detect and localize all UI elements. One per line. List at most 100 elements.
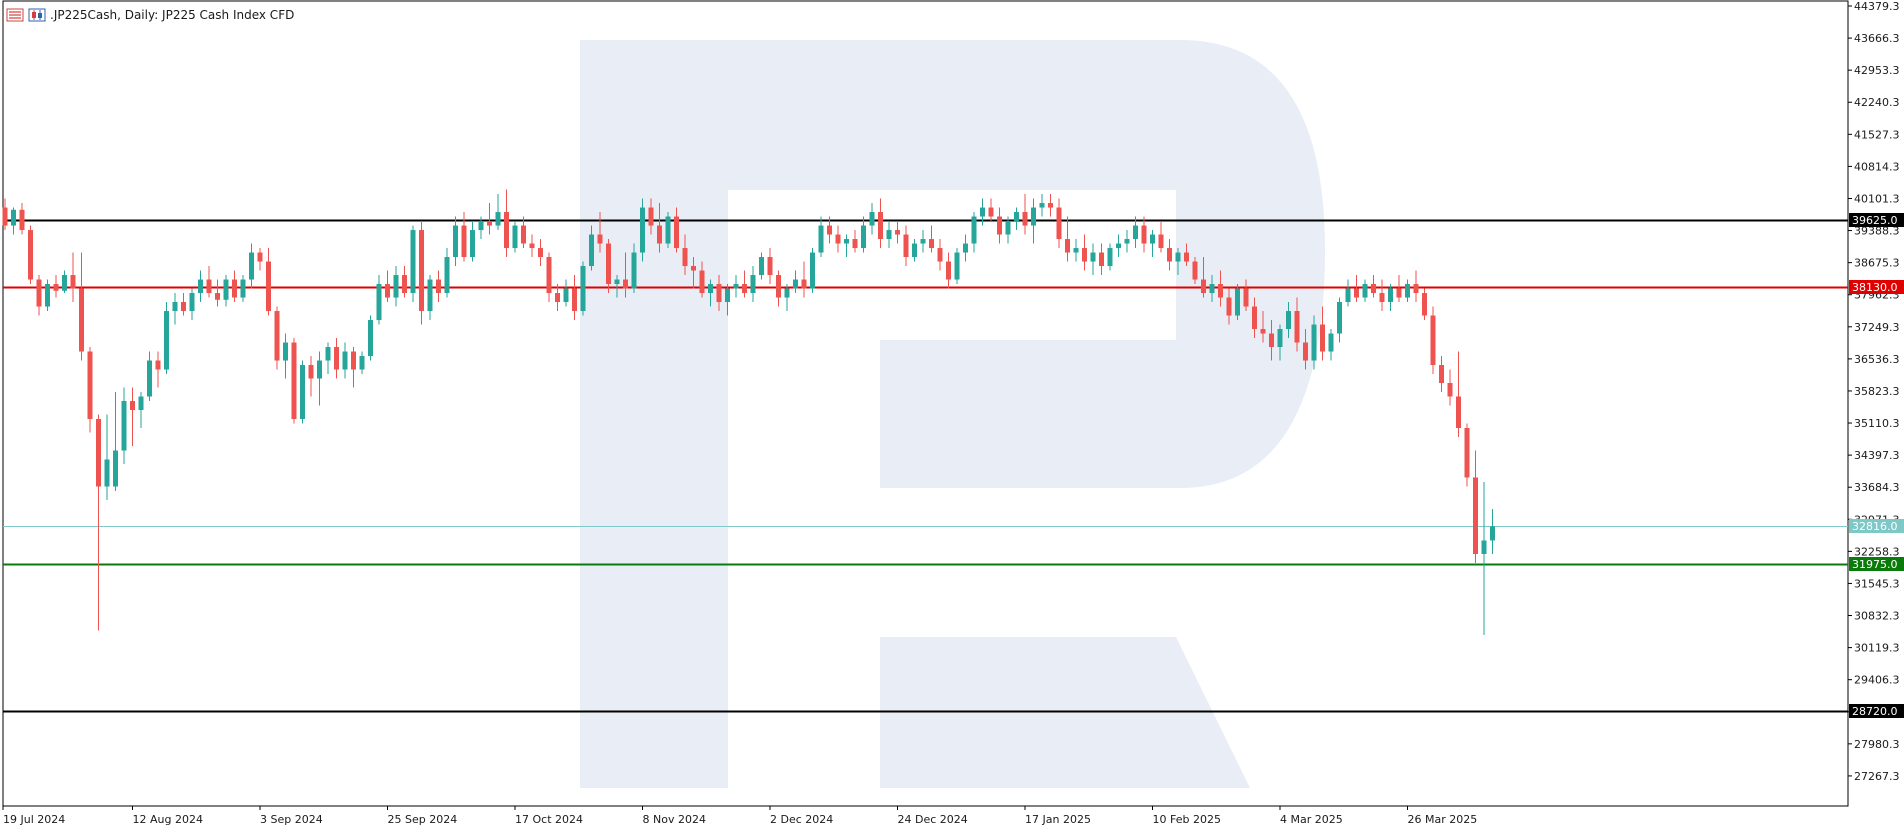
candle[interactable] <box>70 252 76 303</box>
candle[interactable] <box>1056 198 1062 249</box>
candle[interactable] <box>504 189 509 258</box>
candle[interactable] <box>453 216 458 267</box>
candle[interactable] <box>1107 243 1113 271</box>
candle[interactable] <box>368 315 373 361</box>
candle[interactable] <box>750 266 756 303</box>
candle[interactable] <box>555 284 560 312</box>
candle[interactable] <box>869 203 875 235</box>
candle[interactable] <box>733 275 739 298</box>
candle[interactable] <box>767 248 773 285</box>
candle[interactable] <box>478 216 484 240</box>
candle[interactable] <box>716 275 722 312</box>
candle[interactable] <box>521 216 526 249</box>
candle[interactable] <box>674 207 679 253</box>
candle[interactable] <box>920 230 926 253</box>
candle[interactable] <box>291 338 297 424</box>
candle[interactable] <box>1456 351 1461 438</box>
candle[interactable] <box>308 356 314 397</box>
candle[interactable] <box>597 212 603 253</box>
candle[interactable] <box>1473 450 1478 563</box>
candle[interactable] <box>759 252 764 280</box>
candle[interactable] <box>852 230 858 253</box>
candle[interactable] <box>1073 239 1079 262</box>
candle[interactable] <box>1226 288 1232 325</box>
candle[interactable] <box>776 270 781 307</box>
candle[interactable] <box>682 234 688 276</box>
candle[interactable] <box>861 216 866 253</box>
candle[interactable] <box>198 270 203 303</box>
candle[interactable] <box>1141 216 1147 253</box>
candle[interactable] <box>419 221 424 325</box>
candle[interactable] <box>1481 481 1487 635</box>
candle[interactable] <box>164 302 169 375</box>
candle[interactable] <box>2 198 8 231</box>
candle[interactable] <box>1022 194 1028 235</box>
candle[interactable] <box>1005 216 1011 244</box>
candle[interactable] <box>334 338 339 379</box>
candle[interactable] <box>249 243 254 289</box>
candle[interactable] <box>529 234 535 258</box>
candle[interactable] <box>835 225 841 253</box>
candle[interactable] <box>589 225 594 271</box>
candle[interactable] <box>631 243 637 294</box>
candle[interactable] <box>223 275 229 307</box>
candle[interactable] <box>648 198 654 235</box>
candle[interactable] <box>640 198 645 262</box>
candle[interactable] <box>1150 230 1155 258</box>
candle[interactable] <box>1116 234 1121 258</box>
candle[interactable] <box>147 351 152 402</box>
candle[interactable] <box>1328 329 1334 361</box>
candle[interactable] <box>393 266 399 307</box>
candle[interactable] <box>1090 243 1096 276</box>
candle[interactable] <box>53 275 59 298</box>
candle[interactable] <box>988 198 994 222</box>
candle[interactable] <box>342 342 348 379</box>
candle[interactable] <box>827 216 832 244</box>
candle[interactable] <box>1430 306 1436 375</box>
candle[interactable] <box>886 221 892 249</box>
candle[interactable] <box>1167 239 1172 271</box>
candle[interactable] <box>317 351 322 406</box>
candle[interactable] <box>19 203 25 235</box>
candle[interactable] <box>487 203 492 235</box>
candle[interactable] <box>1371 275 1376 298</box>
candle[interactable] <box>104 414 110 500</box>
candle[interactable] <box>580 261 586 316</box>
candle[interactable] <box>385 270 390 303</box>
candle[interactable] <box>1243 279 1249 312</box>
candle[interactable] <box>895 221 900 244</box>
candle[interactable] <box>1286 302 1291 339</box>
candle[interactable] <box>818 216 824 258</box>
candle[interactable] <box>28 225 33 285</box>
candle[interactable] <box>300 360 305 424</box>
candle[interactable] <box>181 293 186 316</box>
candle[interactable] <box>1277 324 1283 361</box>
candle[interactable] <box>1413 270 1419 303</box>
candle[interactable] <box>1031 198 1036 244</box>
candle[interactable] <box>1490 508 1495 554</box>
candle[interactable] <box>699 261 705 298</box>
candle[interactable] <box>36 275 42 316</box>
candle[interactable] <box>96 414 101 631</box>
candle[interactable] <box>538 239 543 267</box>
candle[interactable] <box>189 288 195 321</box>
candle[interactable] <box>461 212 467 262</box>
candle[interactable] <box>45 279 50 312</box>
chart-list-icon[interactable] <box>6 8 24 22</box>
candle[interactable] <box>912 239 917 262</box>
candle[interactable] <box>155 351 161 388</box>
candle[interactable] <box>1209 275 1215 303</box>
candle[interactable] <box>1048 194 1053 217</box>
candle[interactable] <box>444 248 450 298</box>
candle[interactable] <box>546 252 552 303</box>
candle[interactable] <box>1294 297 1300 352</box>
candle[interactable] <box>606 239 611 294</box>
candle[interactable] <box>810 248 815 294</box>
candle[interactable] <box>79 252 84 361</box>
candle[interactable] <box>240 275 246 303</box>
candle[interactable] <box>563 279 569 307</box>
candle[interactable] <box>1133 216 1138 249</box>
candle[interactable] <box>402 266 407 298</box>
candle[interactable] <box>410 225 416 303</box>
candle[interactable] <box>1354 275 1359 303</box>
